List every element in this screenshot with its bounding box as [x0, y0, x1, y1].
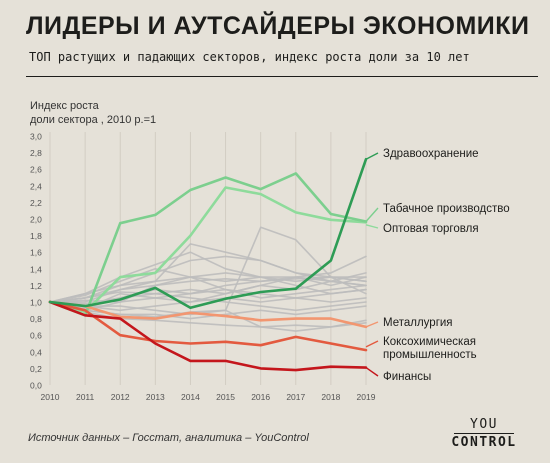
y-tick-label: 2,8 — [30, 148, 42, 158]
series-label: Металлургия — [383, 317, 453, 329]
x-tick-label: 2019 — [357, 392, 376, 402]
series-line — [48, 300, 368, 372]
series-label: Табачное производство — [383, 203, 510, 215]
y-tick-label: 2,2 — [30, 198, 42, 208]
y-tick-label: 0,4 — [30, 347, 42, 357]
series-line — [48, 157, 368, 310]
chart-subtitle: ТОП растущих и падающих секторов, индекс… — [29, 50, 470, 64]
label-connector — [365, 340, 379, 348]
series-line-other-sector — [49, 292, 367, 312]
y-axis-label-line-1: Индекс роста — [30, 100, 99, 112]
series-line-other-sector — [49, 268, 367, 303]
series-label: промышленность — [383, 349, 477, 361]
series-line — [48, 300, 368, 352]
y-tick-label: 1,8 — [30, 231, 42, 241]
y-tick-label: 1,6 — [30, 248, 42, 258]
y-tick-label: 2,6 — [30, 165, 42, 175]
y-tick-label: 0,0 — [30, 381, 42, 391]
y-tick-label: 2,4 — [30, 181, 42, 191]
y-tick-label: 0,8 — [30, 314, 42, 324]
title-divider — [26, 76, 538, 77]
y-tick-label: 1,4 — [30, 264, 42, 274]
series-label: Коксохимическая — [383, 336, 476, 348]
youcontrol-logo: YOU CONTROL — [450, 417, 518, 450]
series-line — [48, 300, 368, 329]
label-connector — [365, 321, 379, 328]
logo-line-2: CONTROL — [451, 435, 517, 450]
y-axis-label-line-2: доли сектора , 2010 р.=1 — [30, 114, 157, 126]
x-tick-label: 2014 — [181, 392, 200, 402]
series-line-other-sector — [49, 255, 367, 303]
y-tick-label: 0,2 — [30, 364, 42, 374]
x-tick-label: 2016 — [251, 392, 270, 402]
y-tick-label: 1,2 — [30, 281, 42, 291]
label-connector — [365, 366, 379, 377]
chart-title: ЛИДЕРЫ И АУТСАЙДЕРЫ ЭКОНОМИКИ — [26, 12, 530, 40]
series-label: Финансы — [383, 371, 431, 383]
series-label: Оптовая торговля — [383, 223, 479, 235]
x-tick-label: 2017 — [286, 392, 305, 402]
y-tick-label: 2,0 — [30, 215, 42, 225]
series-line-other-sector — [49, 301, 367, 328]
y-tick-label: 3,0 — [30, 132, 42, 142]
logo-line-1: YOU — [470, 417, 498, 432]
source-note: Источник данных – Госстат, аналитика – Y… — [28, 432, 309, 444]
label-connector — [365, 152, 379, 160]
x-tick-label: 2011 — [76, 392, 95, 402]
x-tick-label: 2015 — [216, 392, 235, 402]
y-tick-label: 0,6 — [30, 331, 42, 341]
label-connector — [365, 224, 379, 229]
x-tick-label: 2013 — [146, 392, 165, 402]
series-line-other-sector — [49, 272, 367, 303]
series-line — [48, 172, 368, 317]
label-connector — [365, 207, 379, 222]
y-axis-label: Индекс роста доли сектора , 2010 р.=1 — [30, 99, 156, 127]
x-tick-label: 2012 — [111, 392, 130, 402]
series-label: Здравоохранение — [383, 148, 479, 160]
series-line — [48, 186, 368, 314]
series-line-other-sector — [49, 251, 367, 303]
logo-rule — [454, 433, 514, 434]
series-line-other-sector — [49, 226, 367, 316]
x-tick-label: 2018 — [321, 392, 340, 402]
x-tick-label: 2010 — [41, 392, 60, 402]
y-tick-label: 1,0 — [30, 298, 42, 308]
